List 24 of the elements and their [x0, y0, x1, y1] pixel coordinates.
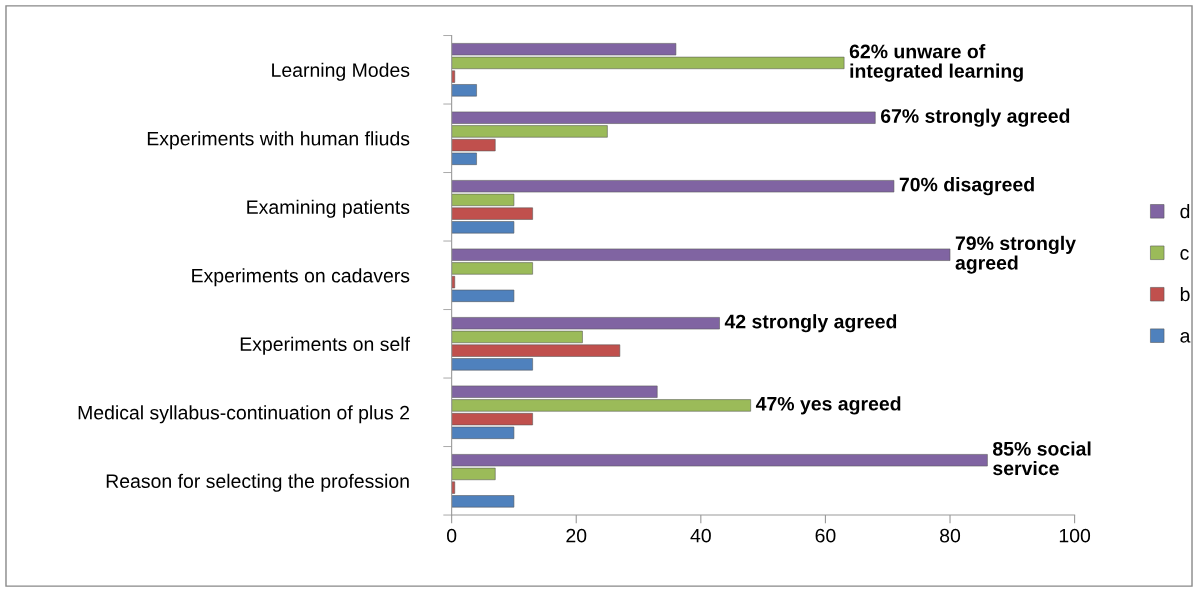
annotation: 70% disagreed [899, 177, 1034, 196]
annotation: 79% strongly agreed [955, 235, 1076, 274]
annotation: 67% strongly agreed [880, 108, 1070, 127]
x-tick-label: 20 [566, 528, 587, 543]
annotation: 85% social service [992, 441, 1091, 476]
y-tick-label: Examining patients [247, 199, 410, 218]
y-tick-label: Medical syllabus-continuation of plus 2 [78, 405, 410, 424]
x-tick-label: 40 [690, 528, 711, 543]
y-tick-label: Reason for selecting the profession [106, 473, 409, 492]
x-tick-label: 80 [940, 528, 961, 543]
legend-label: c [1180, 249, 1189, 260]
legend-label: d [1180, 204, 1190, 219]
y-tick-label: Experiments with human fliuds [147, 131, 410, 150]
x-tick-label: 60 [815, 528, 836, 543]
x-tick-label: 100 [1059, 528, 1091, 543]
legend-label: a [1180, 332, 1191, 343]
annotation: 62% unware of integrated learning [849, 44, 1023, 82]
legend-label: b [1180, 286, 1190, 302]
x-tick-label: 0 [447, 528, 457, 543]
annotation: 47% yes agreed [755, 396, 901, 415]
y-tick-label: Experiments on self [240, 336, 411, 355]
y-tick-label: Experiments on cadavers [192, 268, 410, 287]
y-tick-label: Learning Modes [272, 62, 410, 81]
annotation: 42 strongly agreed [724, 314, 897, 333]
